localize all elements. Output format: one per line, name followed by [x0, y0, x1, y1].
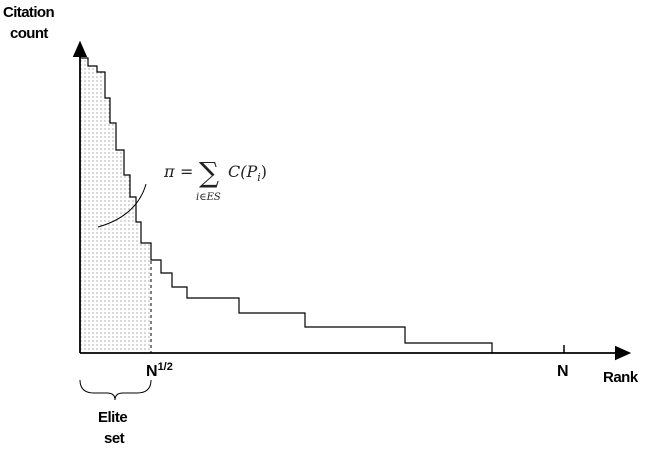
citation-step-curve	[80, 57, 493, 353]
formula-body: C(Pi)	[228, 162, 267, 184]
y-axis-label-line1: Citation	[3, 4, 54, 21]
elite-sum-formula: π = ∑ i∈ES C(Pi)	[163, 156, 267, 203]
tick-label-sqrt-n-base: N	[146, 363, 158, 380]
formula-sum-index: i∈ES	[196, 192, 221, 203]
formula-pointer-arc	[97, 183, 147, 228]
formula-body-sub: i	[257, 171, 261, 184]
tick-label-sqrt-n-exp: 1/2	[158, 361, 173, 373]
formula-equals: =	[180, 162, 193, 181]
y-axis-label-line2: count	[10, 25, 48, 42]
formula-body-main: C(P	[228, 162, 257, 181]
tick-label-sqrt-n: N1/2	[146, 361, 173, 380]
elite-set-brace	[79, 379, 152, 401]
elite-set-shaded-region	[80, 58, 151, 353]
tick-label-n: N	[557, 363, 569, 380]
formula-sum-symbol: ∑	[199, 156, 219, 189]
elite-set-label-line1: Elite	[98, 409, 127, 426]
x-axis-label: Rank	[603, 369, 639, 386]
elite-set-label-line2: set	[104, 430, 125, 447]
formula-body-close: )	[261, 162, 267, 181]
formula-lhs: π	[163, 162, 175, 181]
